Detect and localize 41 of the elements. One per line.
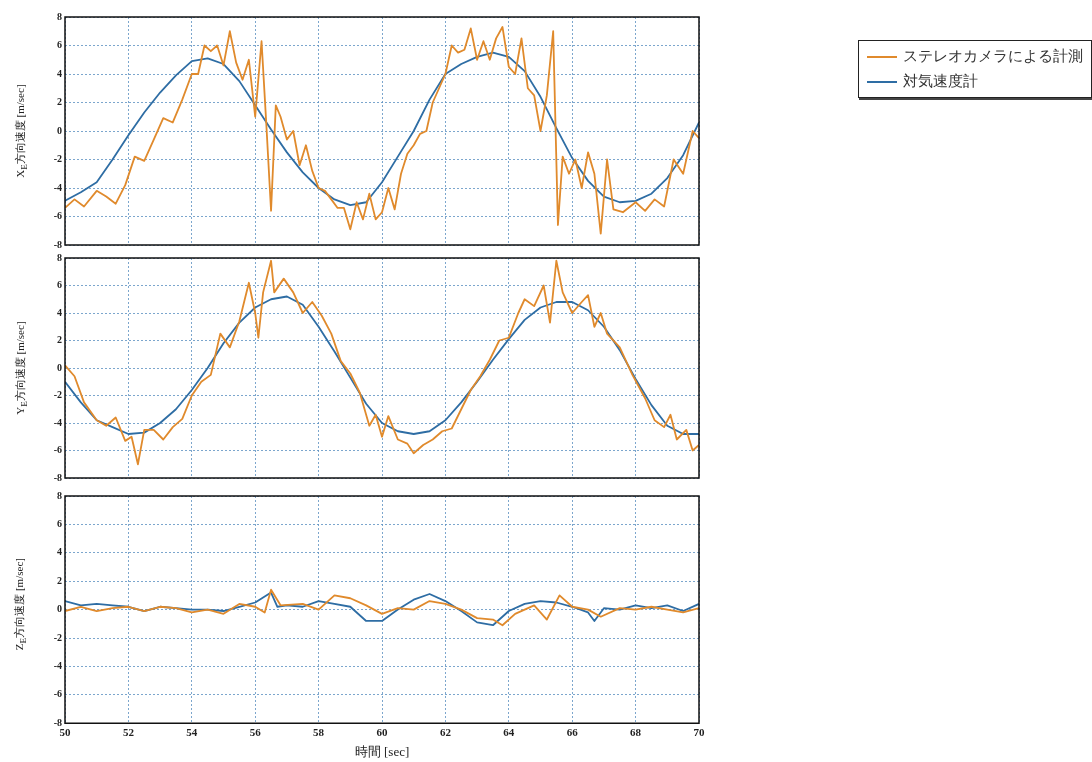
y-tick-label: 8: [57, 251, 62, 263]
y-tick-label: 0: [57, 603, 62, 615]
y-tick-label: 6: [57, 279, 62, 291]
y-tick-label: 8: [57, 489, 62, 501]
x-tick-label: 66: [566, 725, 579, 738]
y-tick-label: 2: [57, 96, 62, 108]
y-tick-label: -8: [53, 238, 62, 250]
y-tick-label: -6: [53, 210, 62, 222]
y-tick-label: -4: [53, 181, 62, 193]
y-tick-label: -2: [53, 631, 62, 643]
y-tick-label: -6: [53, 688, 62, 700]
y-tick-label: 4: [57, 546, 62, 558]
x-tick-label: 52: [122, 725, 135, 738]
y-tick-label: 8: [57, 10, 62, 22]
y-tick-label: 4: [57, 67, 62, 79]
y-tick-label: -4: [53, 416, 62, 428]
x-axis-title: 時間 [sec]: [354, 743, 410, 759]
y-tick-label: 4: [57, 306, 62, 318]
x-tick-label: 68: [630, 725, 642, 738]
y-tick-label: -6: [53, 444, 62, 456]
legend-label: ステレオカメラによる計測: [903, 47, 1083, 66]
y-tick-label: 2: [57, 574, 62, 586]
y-tick-label: -8: [53, 471, 62, 483]
y-tick-label: -2: [53, 389, 62, 401]
x-tick-label: 54: [186, 725, 198, 738]
x-tick-label: 62: [439, 725, 452, 738]
x-tick-label: 60: [376, 725, 388, 738]
y-tick-label: -8: [53, 716, 62, 728]
x-tick-label: 70: [693, 725, 705, 738]
legend-label: 対気速度計: [903, 72, 978, 91]
x-tick-label: 56: [249, 725, 262, 738]
y-tick-label: 6: [57, 517, 62, 529]
x-tick-label: 58: [313, 725, 325, 738]
y-tick-label: 6: [57, 39, 62, 51]
y-tick-label: 0: [57, 124, 62, 136]
y-tick-label: -4: [53, 659, 62, 671]
x-tick-label: 64: [503, 725, 515, 738]
y-tick-label: 0: [57, 361, 62, 373]
x-tick-label: 50: [59, 725, 71, 738]
y-tick-label: -2: [53, 153, 62, 165]
y-tick-label: 2: [57, 334, 62, 346]
